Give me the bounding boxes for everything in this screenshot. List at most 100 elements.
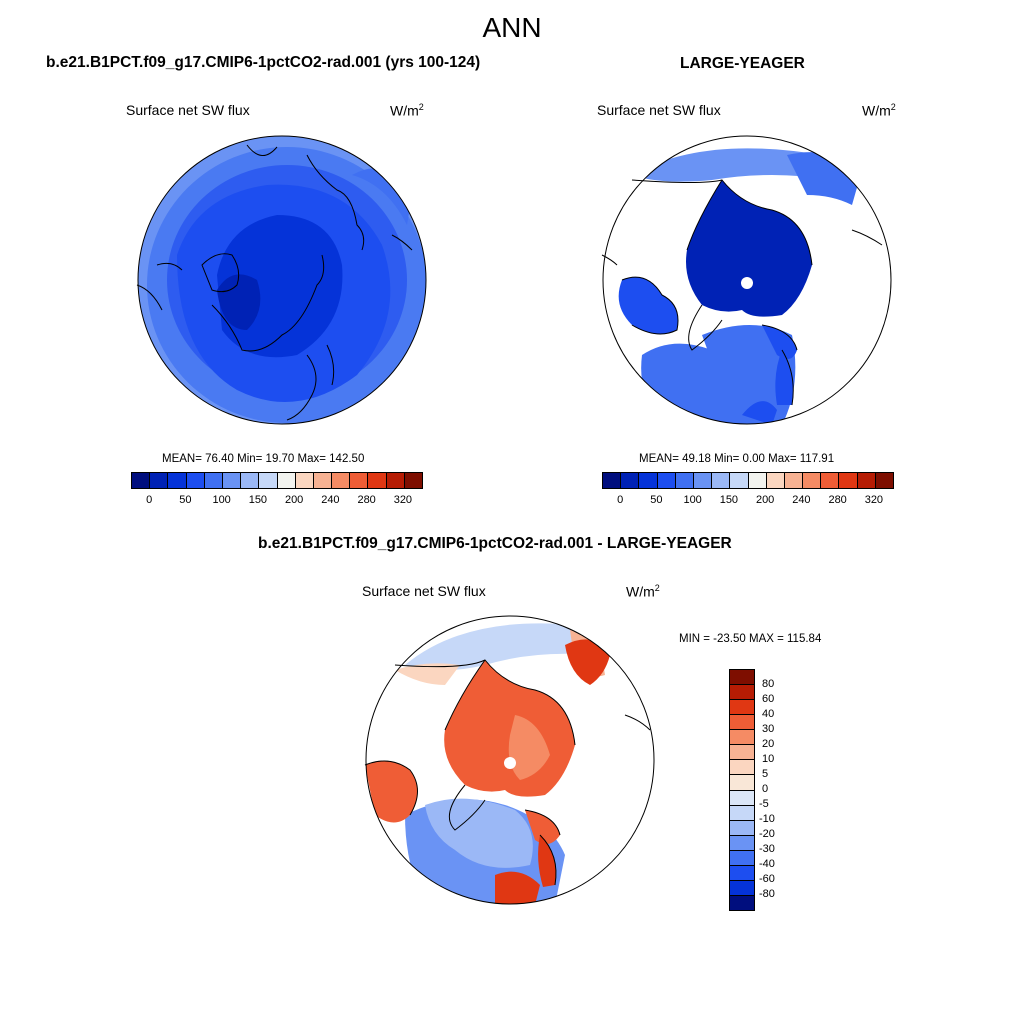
colorbar-swatch <box>204 473 223 488</box>
diff-variable-label: Surface net SW flux <box>362 583 486 599</box>
colorbar-swatch <box>766 473 785 488</box>
colorbar-swatch <box>332 473 351 488</box>
left-stats: MEAN= 76.40 Min= 19.70 Max= 142.50 <box>162 453 365 465</box>
left-variable-label: Surface net SW flux <box>126 102 250 118</box>
colorbar-tick-label: 320 <box>864 494 884 506</box>
diff-stats: MIN = -23.50 MAX = 115.84 <box>679 633 822 645</box>
colorbar-swatch <box>639 473 658 488</box>
colorbar-swatch <box>313 473 333 488</box>
left-polar-map <box>136 135 427 425</box>
colorbar-tick-label: 320 <box>393 494 413 506</box>
colorbar-swatch <box>857 473 876 488</box>
colorbar-tick-label: 200 <box>284 494 304 506</box>
colorbar-swatch <box>386 473 405 488</box>
colorbar-swatch <box>730 745 754 761</box>
colorbar-tick-label: 40 <box>762 708 775 720</box>
colorbar-swatch <box>784 473 804 488</box>
left-colorbar <box>131 472 423 489</box>
colorbar-tick-label: 240 <box>792 494 811 506</box>
colorbar-swatch <box>603 473 622 488</box>
colorbar-swatch <box>730 715 754 731</box>
colorbar-tick-label: 50 <box>179 494 192 506</box>
diff-colorbar <box>729 669 755 911</box>
colorbar-tick-label: 50 <box>650 494 663 506</box>
diff-colorbar-ticks: 80 60 40 30 20 10 5 0 -5 -10 -20 -30 -40 -60 -80 <box>759 669 802 909</box>
colorbar-swatch <box>730 700 754 716</box>
left-panel-title: b.e21.B1PCT.f09_g17.CMIP6-1pctCO2-rad.00… <box>46 54 481 71</box>
colorbar-tick-label: 80 <box>762 678 775 690</box>
colorbar-tick-label: 280 <box>828 494 847 506</box>
colorbar-swatch <box>241 473 260 488</box>
colorbar-swatch <box>621 473 640 488</box>
colorbar-tick-label: -80 <box>759 888 775 900</box>
colorbar-swatch <box>259 473 278 488</box>
diff-units-label: W/m2 <box>626 583 660 600</box>
colorbar-swatch <box>875 473 893 488</box>
colorbar-swatch <box>748 473 767 488</box>
colorbar-swatch <box>186 473 205 488</box>
colorbar-tick-label: -60 <box>759 873 775 885</box>
right-stats: MEAN= 49.18 Min= 0.00 Max= 117.91 <box>639 453 835 465</box>
diff-panel-title: b.e21.B1PCT.f09_g17.CMIP6-1pctCO2-rad.00… <box>258 535 732 552</box>
colorbar-swatch <box>821 473 840 488</box>
colorbar-tick-label: 150 <box>719 494 739 506</box>
colorbar-tick-label: 0 <box>762 783 769 795</box>
colorbar-swatch <box>730 730 754 746</box>
colorbar-swatch <box>693 473 713 488</box>
colorbar-tick-label: 0 <box>617 494 624 506</box>
right-colorbar-ticks: 0 50 100 150 200 240 280 320 <box>602 494 892 508</box>
colorbar-tick-label: 10 <box>762 753 775 765</box>
left-colorbar-ticks: 0 50 100 150 200 240 280 320 <box>131 494 421 508</box>
left-units-label: W/m2 <box>390 102 424 119</box>
colorbar-swatch <box>350 473 369 488</box>
right-panel-title: LARGE-YEAGER <box>680 55 805 72</box>
right-variable-label: Surface net SW flux <box>597 102 721 118</box>
colorbar-swatch <box>730 805 754 821</box>
colorbar-swatch <box>839 473 858 488</box>
colorbar-tick-label: 280 <box>357 494 376 506</box>
colorbar-swatch <box>730 850 754 866</box>
colorbar-tick-label: -30 <box>759 843 775 855</box>
colorbar-swatch <box>730 820 754 836</box>
right-colorbar <box>602 472 894 489</box>
colorbar-swatch <box>730 835 754 851</box>
colorbar-swatch <box>730 473 749 488</box>
colorbar-swatch <box>730 670 754 686</box>
colorbar-tick-label: 30 <box>762 723 775 735</box>
colorbar-swatch <box>168 473 187 488</box>
colorbar-swatch <box>730 790 754 806</box>
colorbar-swatch <box>295 473 314 488</box>
colorbar-tick-label: 240 <box>321 494 340 506</box>
colorbar-tick-label: 150 <box>248 494 268 506</box>
colorbar-tick-label: -5 <box>759 798 769 810</box>
colorbar-tick-label: -40 <box>759 858 775 870</box>
colorbar-tick-label: 20 <box>762 738 775 750</box>
colorbar-swatch <box>730 775 754 791</box>
diff-polar-map <box>364 615 655 905</box>
colorbar-tick-label: -20 <box>759 828 775 840</box>
colorbar-swatch <box>712 473 731 488</box>
colorbar-swatch <box>368 473 387 488</box>
figure-title: ANN <box>482 12 542 43</box>
colorbar-tick-label: 60 <box>762 693 775 705</box>
colorbar-swatch <box>277 473 296 488</box>
colorbar-swatch <box>150 473 169 488</box>
colorbar-swatch <box>730 685 754 701</box>
colorbar-swatch <box>132 473 151 488</box>
colorbar-swatch <box>222 473 242 488</box>
colorbar-swatch <box>730 865 754 881</box>
colorbar-swatch <box>730 880 754 896</box>
right-units-label: W/m2 <box>862 102 896 119</box>
colorbar-tick-label: 200 <box>755 494 775 506</box>
right-polar-map <box>601 135 892 425</box>
colorbar-tick-label: 100 <box>683 494 702 506</box>
colorbar-swatch <box>730 895 754 910</box>
colorbar-swatch <box>803 473 822 488</box>
colorbar-tick-label: -10 <box>759 813 775 825</box>
colorbar-swatch <box>657 473 676 488</box>
colorbar-swatch <box>730 760 754 776</box>
colorbar-tick-label: 5 <box>762 768 769 780</box>
colorbar-swatch <box>675 473 694 488</box>
colorbar-tick-label: 100 <box>212 494 231 506</box>
colorbar-swatch <box>404 473 422 488</box>
